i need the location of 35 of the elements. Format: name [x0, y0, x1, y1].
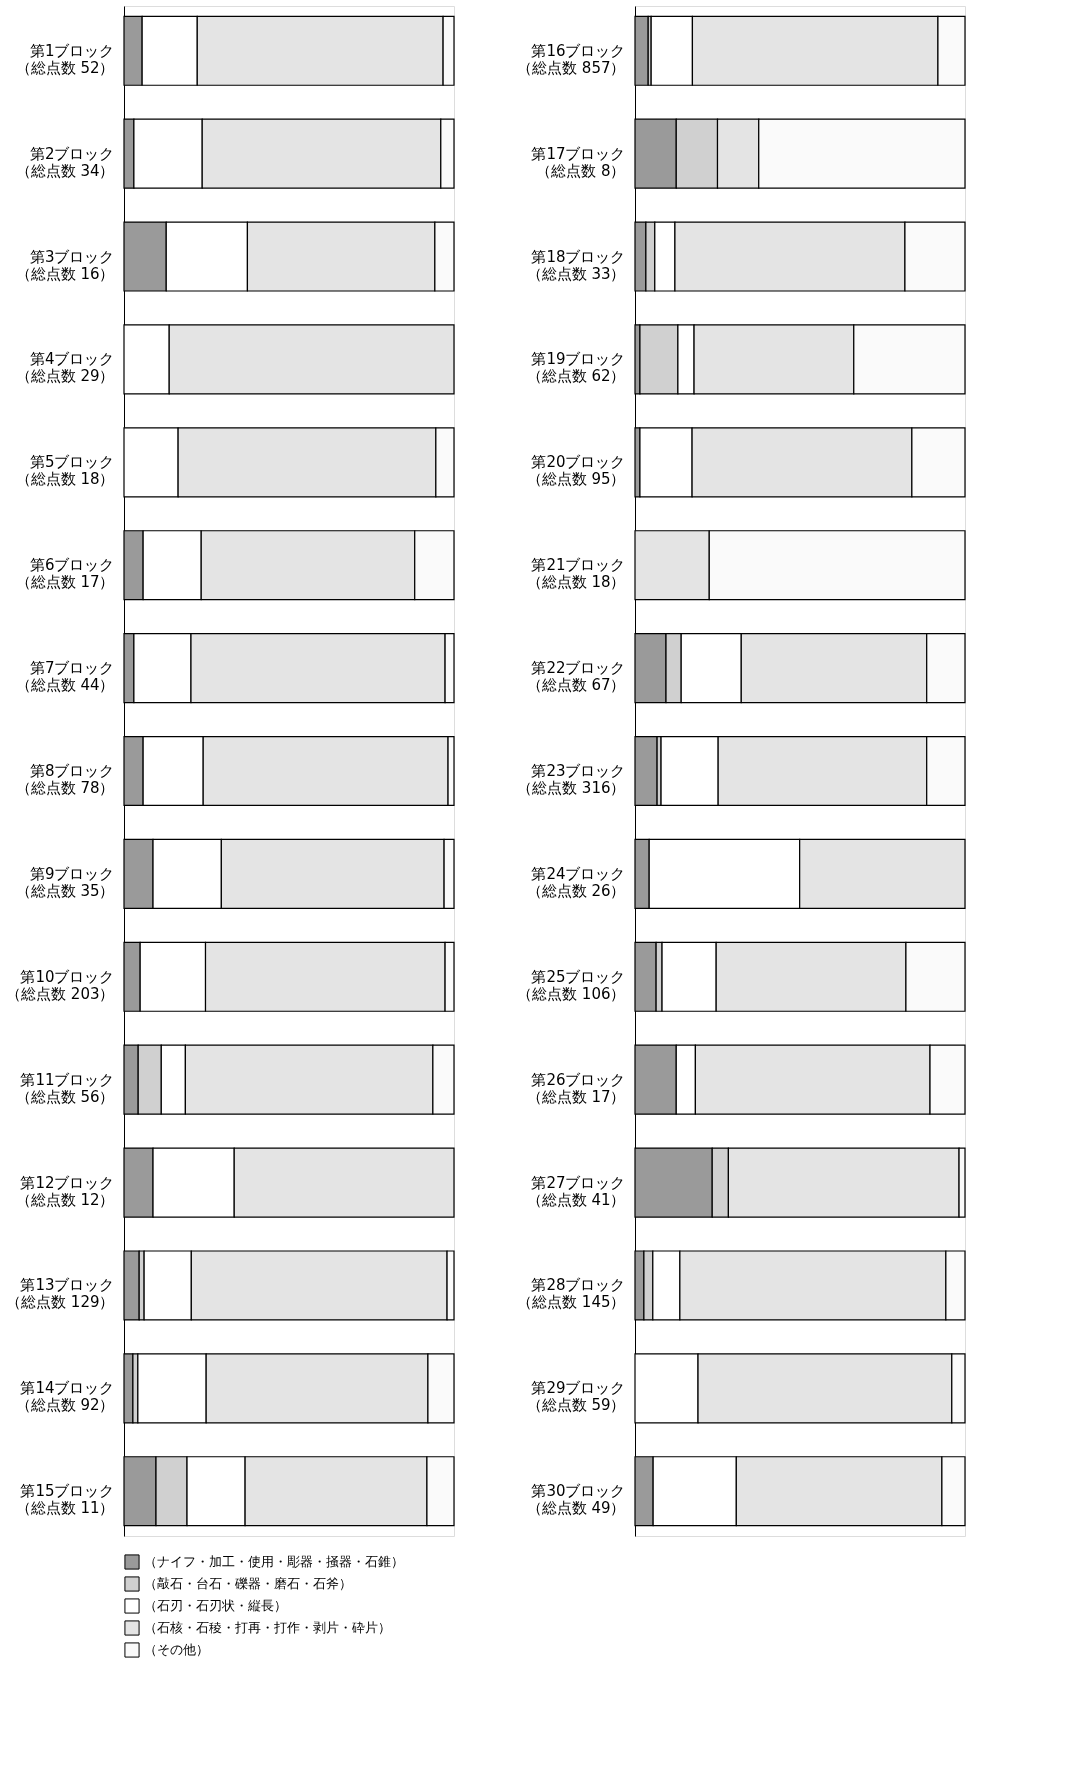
y-tick-label: 第11ブロック（総点数 56）	[15, 1070, 115, 1106]
legend-label: （石刃・石刃状・縦長）	[144, 1598, 287, 1613]
y-tick-label: 第3ブロック（総点数 16）	[15, 247, 115, 283]
y-tick-label: 第18ブロック（総点数 33）	[526, 247, 626, 283]
y-tick-label: 第24ブロック（総点数 26）	[526, 864, 626, 900]
y-tick-label: 第27ブロック（総点数 41）	[526, 1173, 626, 1209]
y-tick-label: 第2ブロック（総点数 34）	[15, 144, 115, 180]
y-tick-label: 第19ブロック（総点数 62）	[526, 350, 626, 386]
y-tick-label: 第26ブロック（総点数 17）	[526, 1070, 626, 1106]
y-tick-label: 第5ブロック（総点数 18）	[15, 453, 115, 489]
y-tick-label: 第1ブロック（総点数 52）	[15, 41, 115, 77]
y-tick-label: 第21ブロック（総点数 18）	[526, 556, 626, 592]
y-tick-label: 第12ブロック（総点数 12）	[15, 1173, 115, 1209]
y-tick-label: 第23ブロック（総点数 316）	[517, 762, 626, 797]
y-tick-label: 第29ブロック（総点数 59）	[526, 1379, 626, 1415]
y-tick-label: 第22ブロック（総点数 67）	[526, 659, 626, 695]
legend-label: （ナイフ・加工・使用・彫器・掻器・石錐）	[144, 1554, 404, 1569]
y-tick-label: 第9ブロック（総点数 35）	[15, 864, 115, 900]
y-tick-label: 第25ブロック（総点数 106）	[517, 967, 626, 1003]
y-tick-label: 第16ブロック（総点数 857）	[517, 41, 626, 77]
legend-label: （その他）	[144, 1642, 209, 1657]
legend-label: （敲石・台石・礫器・磨石・石斧）	[144, 1576, 352, 1591]
y-tick-label: 第13ブロック（総点数 129）	[6, 1276, 115, 1312]
y-tick-label: 第14ブロック（総点数 92）	[15, 1379, 115, 1415]
y-tick-label: 第10ブロック（総点数 203）	[6, 967, 115, 1003]
y-tick-label: 第28ブロック（総点数 145）	[517, 1276, 626, 1312]
y-tick-label: 第4ブロック（総点数 29）	[15, 350, 115, 386]
y-tick-label: 第30ブロック（総点数 49）	[526, 1482, 626, 1518]
y-tick-label: 第15ブロック（総点数 11）	[15, 1482, 115, 1518]
y-tick-label: 第8ブロック（総点数 78）	[15, 762, 115, 797]
legend-label: （石核・石稜・打再・打作・剥片・砕片）	[144, 1620, 391, 1635]
y-tick-label: 第17ブロック（総点数 8）	[531, 144, 626, 180]
y-tick-label: 第20ブロック（総点数 95）	[526, 453, 626, 489]
y-tick-label: 第6ブロック（総点数 17）	[15, 556, 115, 592]
y-tick-label: 第7ブロック（総点数 44）	[15, 659, 115, 695]
